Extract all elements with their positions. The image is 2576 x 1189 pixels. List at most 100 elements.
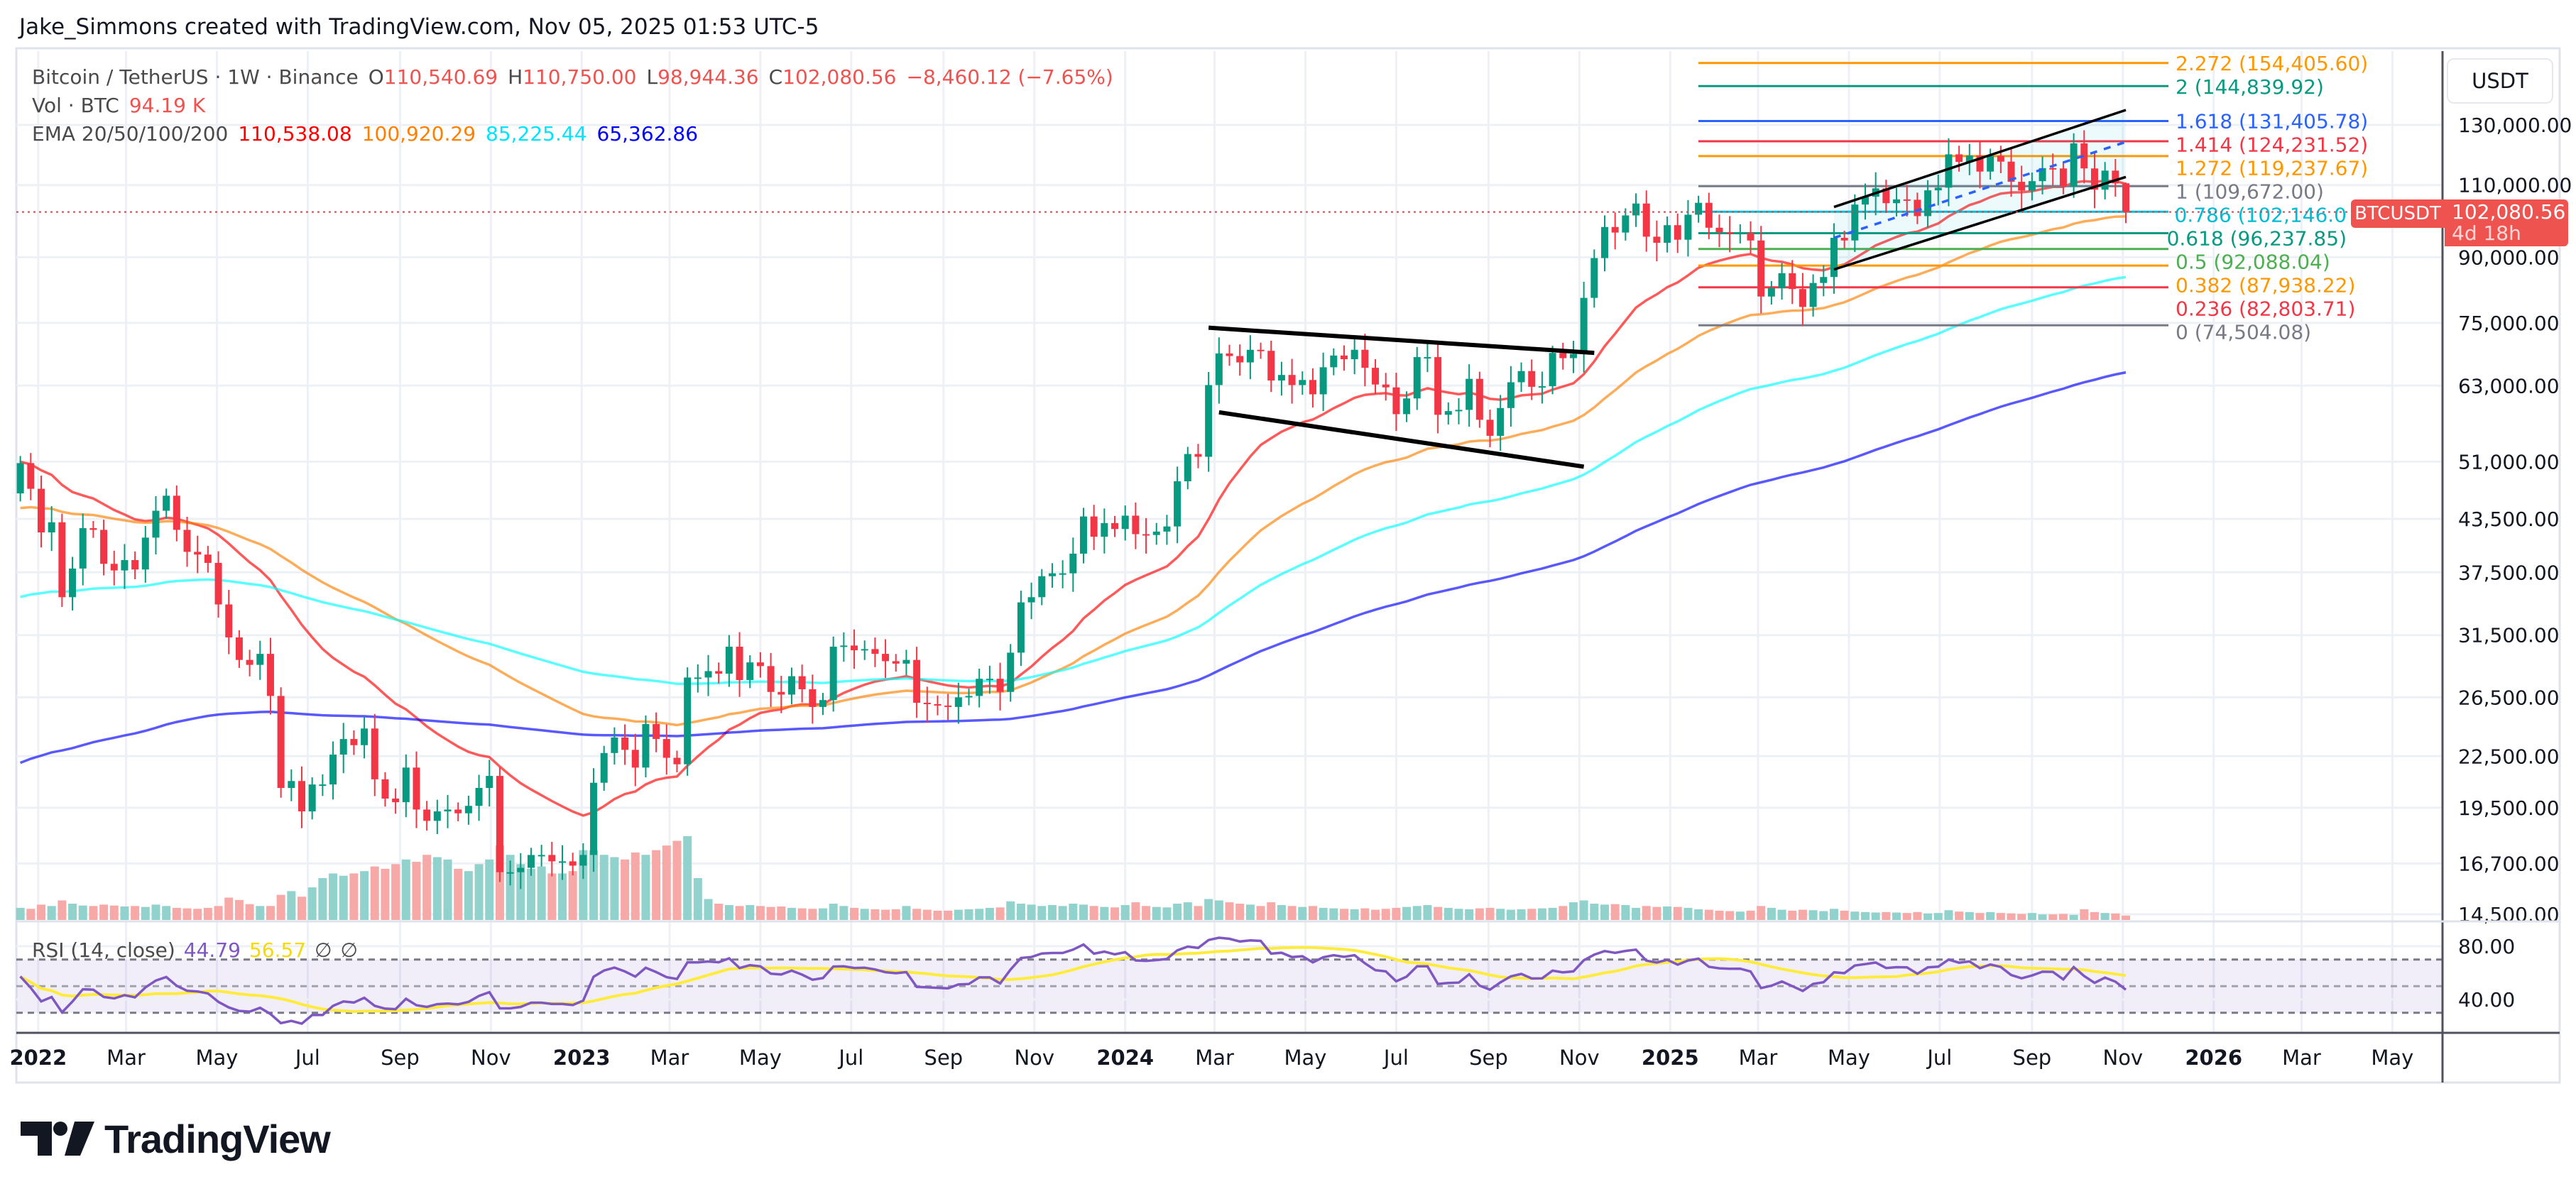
candle-body <box>559 861 566 863</box>
volume-bar <box>1517 909 1526 920</box>
candle <box>58 513 66 608</box>
candle <box>350 730 358 755</box>
ema-title[interactable]: EMA 20/50/100/200 <box>32 122 229 146</box>
candle-body <box>1893 199 1901 204</box>
candle <box>1809 274 1817 317</box>
candle-body <box>715 671 723 674</box>
candle <box>361 716 369 759</box>
candle <box>819 693 826 716</box>
candle <box>246 650 253 676</box>
volume-bar <box>1381 909 1390 920</box>
rsi-title[interactable]: RSI (14, close) <box>32 938 175 962</box>
candle <box>923 686 931 723</box>
ema-200-line <box>19 371 2127 765</box>
volume-bar <box>1037 906 1047 920</box>
candle <box>1466 364 1473 427</box>
candle-body <box>861 649 868 651</box>
candle <box>1184 446 1191 490</box>
volume-bar <box>1683 907 1693 920</box>
volume-bar <box>891 909 900 920</box>
candle <box>1226 344 1233 366</box>
candle-body <box>1528 371 1536 387</box>
candle-body <box>173 495 180 530</box>
tradingview-logo-icon <box>21 1122 94 1156</box>
time-tick-label: 2025 <box>1642 1046 1699 1070</box>
volume-bar <box>1579 900 1588 920</box>
volume-bar <box>662 845 671 920</box>
rsi-line <box>19 936 2127 1026</box>
volume-bar <box>1642 906 1651 920</box>
candle-body <box>1695 202 1703 215</box>
volume-bar <box>1465 909 1474 920</box>
candle-body <box>1194 454 1202 457</box>
volume-bar <box>797 908 807 920</box>
ema20-value: 110,538.08 <box>238 122 352 146</box>
candle-body <box>767 666 775 692</box>
candle-body <box>1903 199 1911 201</box>
volume-bar <box>1183 902 1192 920</box>
volume-bar <box>506 855 515 920</box>
candle-body <box>892 661 900 664</box>
volume-title[interactable]: Vol · BTC <box>32 94 119 117</box>
candle <box>1590 249 1598 308</box>
candle <box>1726 216 1734 253</box>
candle <box>1789 260 1796 305</box>
ema-legend: EMA 20/50/100/200 110,538.08 100,920.29 85,… <box>32 122 708 146</box>
time-tick-label: 2026 <box>2185 1046 2242 1070</box>
candle-body <box>69 568 77 598</box>
symbol-title[interactable]: Bitcoin / TetherUS · 1W · Binance <box>32 65 359 89</box>
tradingview-logo[interactable]: TradingView <box>21 1116 331 1161</box>
candle <box>1444 402 1452 425</box>
candle-body <box>1236 356 1244 363</box>
candle <box>642 715 650 778</box>
candle-body <box>934 703 942 706</box>
candle <box>777 676 785 713</box>
candle-body <box>48 522 55 533</box>
candle <box>1236 344 1244 376</box>
time-tick-label: Mar <box>1195 1046 1234 1070</box>
candle <box>902 650 910 676</box>
candle <box>756 652 764 678</box>
candle-body <box>1590 258 1598 298</box>
candle-body <box>954 697 962 707</box>
volume-bar <box>2048 914 2058 920</box>
candle <box>319 774 327 796</box>
candle <box>1934 174 1942 206</box>
candle <box>1924 180 1932 228</box>
volume-bar <box>912 909 922 920</box>
bar-countdown: 4d 18h <box>2452 221 2521 245</box>
volume-bar <box>1412 906 1421 920</box>
candle <box>69 557 77 610</box>
candle <box>787 667 795 705</box>
volume-bar <box>746 905 755 920</box>
candles <box>16 130 2129 889</box>
candle-body <box>684 677 692 765</box>
volume-bar <box>1735 911 1745 920</box>
candle-body <box>329 755 337 785</box>
volume-bar <box>1089 906 1098 920</box>
candle-body <box>1684 214 1692 240</box>
candle <box>1194 444 1202 469</box>
candle-body <box>1038 576 1046 598</box>
volume-bar <box>766 906 775 920</box>
volume-bar <box>787 907 796 920</box>
volume-bar <box>1047 905 1057 920</box>
volume-bar <box>1319 907 1328 920</box>
last-price-tag: 102,080.56 4d 18h <box>2445 199 2568 246</box>
candle <box>1851 194 1859 252</box>
volume-bar <box>933 910 942 920</box>
candle-body <box>871 649 879 654</box>
candle <box>1080 508 1087 564</box>
candle-body <box>819 700 826 707</box>
candle-body <box>121 560 129 571</box>
candle-body <box>600 752 608 783</box>
candle-body <box>1799 289 1806 307</box>
ascending-channel-lower <box>1833 175 2127 271</box>
currency-button[interactable]: USDT <box>2447 58 2553 104</box>
candle <box>1048 563 1056 588</box>
price-tick-label: 110,000.00 <box>2458 174 2572 197</box>
candle-body <box>141 537 149 570</box>
volume-bar <box>381 868 390 920</box>
volume-bar <box>964 909 973 920</box>
